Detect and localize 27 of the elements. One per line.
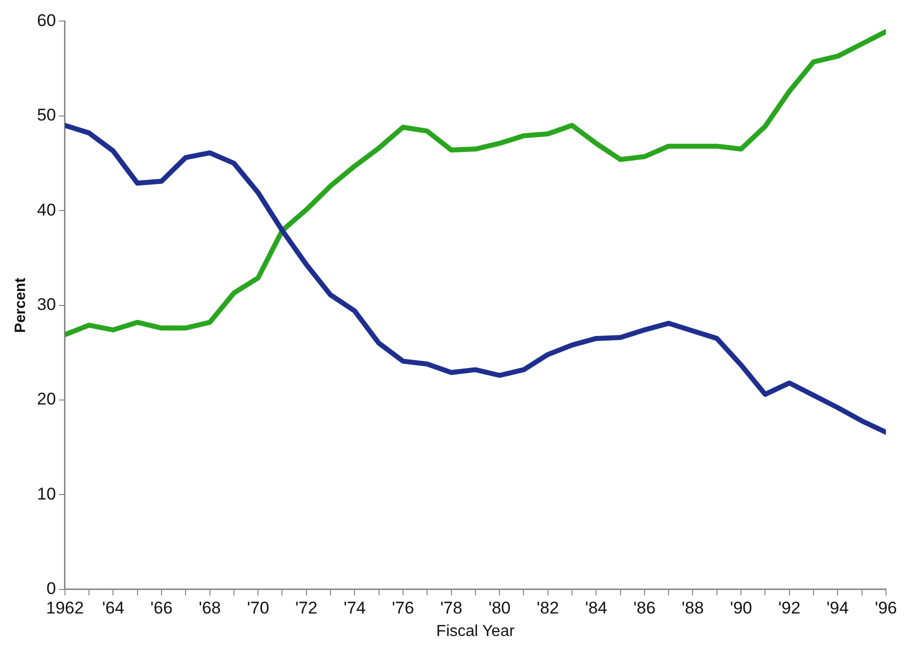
y-tick-label: 10	[36, 484, 56, 504]
x-tick-label: '70	[247, 598, 270, 618]
y-tick-label: 60	[36, 10, 56, 30]
x-tick-label: '74	[344, 598, 366, 618]
x-tick-label: '76	[392, 598, 414, 618]
y-tick-label: 20	[36, 390, 56, 409]
x-tick-label: '66	[150, 598, 173, 618]
y-axis-title: Percent	[12, 278, 30, 333]
x-tick-label: '78	[440, 598, 462, 618]
x-tick-label: '90	[730, 598, 752, 618]
x-tick-label: '64	[102, 598, 124, 618]
x-tick-label: '82	[536, 598, 559, 618]
y-tick-label: 50	[36, 106, 56, 125]
x-axis-title: Fiscal Year	[436, 622, 516, 640]
x-tick-label: 1962	[46, 598, 84, 618]
x-tick-label: '84	[585, 598, 608, 618]
x-tick-label: '86	[633, 598, 656, 618]
x-tick-label: '72	[295, 598, 318, 618]
x-tick-label: '94	[826, 598, 849, 618]
x-tick-label: '80	[488, 598, 511, 618]
x-tick-label: '68	[198, 598, 221, 618]
y-tick-label: 40	[36, 200, 56, 220]
x-tick-label: '88	[682, 598, 704, 618]
y-tick-label: 30	[36, 294, 56, 314]
y-tick-label: 0	[46, 579, 56, 598]
x-tick-label: '96	[874, 598, 897, 618]
x-tick-label: '92	[778, 598, 800, 618]
